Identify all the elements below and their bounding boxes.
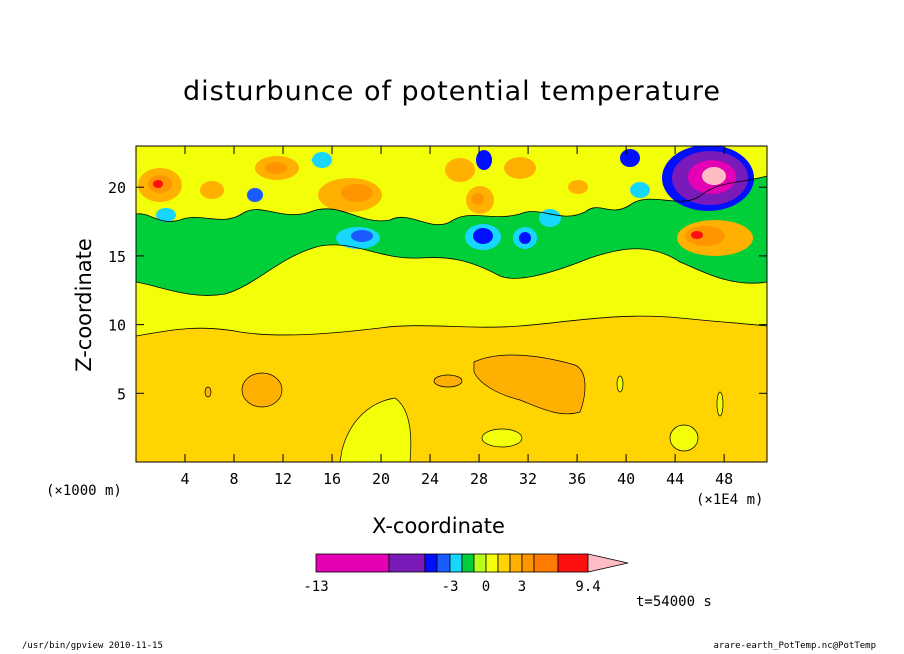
warm-core-ne	[677, 220, 753, 256]
x-axis-label: X-coordinate	[372, 514, 505, 538]
x-tick-label: 32	[519, 470, 537, 488]
colorbar-bin	[521, 553, 535, 573]
plot-frame	[135, 145, 768, 463]
x-tick-label: 36	[568, 470, 586, 488]
colorbar-label: 9.4	[575, 579, 600, 595]
contour-field	[136, 146, 767, 462]
x-tick-label: 4	[180, 470, 189, 488]
footer-right: arare-earth_PotTemp.nc@PotTemp	[713, 641, 876, 651]
colorbar-bin	[533, 553, 559, 573]
x-tick-label: 44	[666, 470, 684, 488]
colorbar-bin	[497, 553, 511, 573]
lower-layer-patches	[204, 354, 724, 462]
x-tick-label: 12	[274, 470, 292, 488]
y-axis-label: Z-coordinate	[72, 238, 96, 372]
colorbar-bin	[473, 553, 487, 573]
warm-patches	[200, 156, 588, 214]
x-axis: 4 8 12 16 20 24 28 32 36 40 44 48	[180, 146, 733, 488]
colorbar-bin	[315, 553, 390, 573]
colorbar-bin	[449, 553, 463, 573]
colorbar-label: -13	[303, 579, 328, 595]
x-scale-note: (×1E4 m)	[696, 492, 764, 508]
colorbar-bin	[424, 553, 438, 573]
contour-lines	[136, 175, 767, 337]
footer-left: /usr/bin/gpview 2010-11-15	[22, 641, 163, 651]
colorbar-bin	[485, 553, 499, 573]
x-unit-note: (×1000 m)	[46, 483, 122, 499]
x-tick-label: 24	[421, 470, 439, 488]
colorbar-label: 3	[518, 579, 526, 595]
y-tick-label: 15	[108, 248, 126, 266]
colorbar-overflow-arrow	[587, 553, 629, 573]
colorbar-bin	[461, 553, 475, 573]
colorbar-bin	[388, 553, 426, 573]
colorbar-label: 0	[482, 579, 490, 595]
time-label: t=54000 s	[636, 594, 712, 610]
colorbar-bin	[509, 553, 523, 573]
y-tick-label: 10	[108, 317, 126, 335]
colorbar-bin	[436, 553, 451, 573]
y-tick-label: 5	[117, 385, 126, 403]
y-axis: 5 10 15 20	[108, 179, 767, 403]
y-tick-label: 20	[108, 179, 126, 197]
colorbar: -13 -3 0 3 9.4	[303, 553, 629, 595]
x-tick-label: 8	[230, 470, 239, 488]
x-tick-label: 48	[715, 470, 733, 488]
cold-core-ne	[662, 146, 754, 211]
chart-title: disturbunce of potential temperature	[183, 76, 721, 107]
x-tick-label: 20	[372, 470, 390, 488]
warm-core-nw	[138, 168, 182, 202]
x-tick-label: 40	[617, 470, 635, 488]
cold-patches	[156, 149, 650, 250]
colorbar-label: -3	[442, 579, 459, 595]
colorbar-bin	[557, 553, 589, 573]
x-tick-label: 16	[323, 470, 341, 488]
x-tick-label: 28	[470, 470, 488, 488]
